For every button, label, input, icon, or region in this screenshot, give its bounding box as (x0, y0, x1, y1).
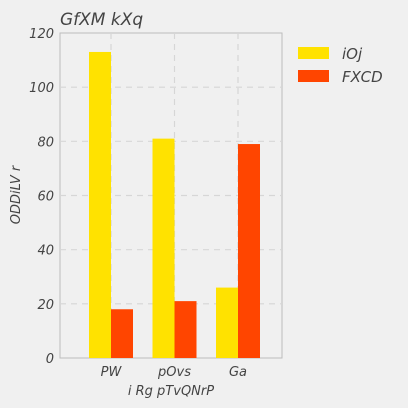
y-tick-label: 60 (37, 190, 54, 205)
y-tick-label: 80 (37, 135, 54, 150)
x-tick-label: pOvs (157, 365, 191, 380)
bar-series-2-pOvs (174, 301, 197, 358)
legend-swatch-series-1 (298, 47, 329, 59)
y-tick-label: 20 (37, 298, 54, 313)
y-tick-label: 100 (29, 81, 54, 96)
bar-series-1-pOvs (152, 138, 175, 358)
legend: iOj FXCD (298, 45, 383, 86)
bar-series-1-PW (89, 51, 111, 358)
x-axis-ticks: PW pOvs Ga (101, 365, 247, 380)
bar-series-1-Ga (216, 287, 238, 358)
legend-label-series-2: FXCD (342, 68, 383, 86)
bar-series-2-PW (111, 309, 133, 358)
bar-series-2-Ga (238, 144, 260, 358)
y-tick-label: 120 (29, 27, 54, 42)
x-tick-label: Ga (229, 365, 247, 380)
y-axis-label: ODDiLV r (9, 164, 24, 224)
chart-title: GfXM kXq (60, 10, 143, 30)
y-axis-ticks: 0 20 40 60 80 100 120 (29, 27, 54, 367)
y-tick-label: 0 (46, 352, 54, 367)
legend-swatch-series-2 (298, 70, 329, 82)
y-tick-label: 40 (37, 244, 54, 259)
legend-label-series-1: iOj (342, 45, 363, 63)
x-tick-label: PW (101, 365, 123, 380)
bars (89, 51, 260, 358)
x-axis-label: i Rg pTvQNrP (128, 384, 214, 399)
